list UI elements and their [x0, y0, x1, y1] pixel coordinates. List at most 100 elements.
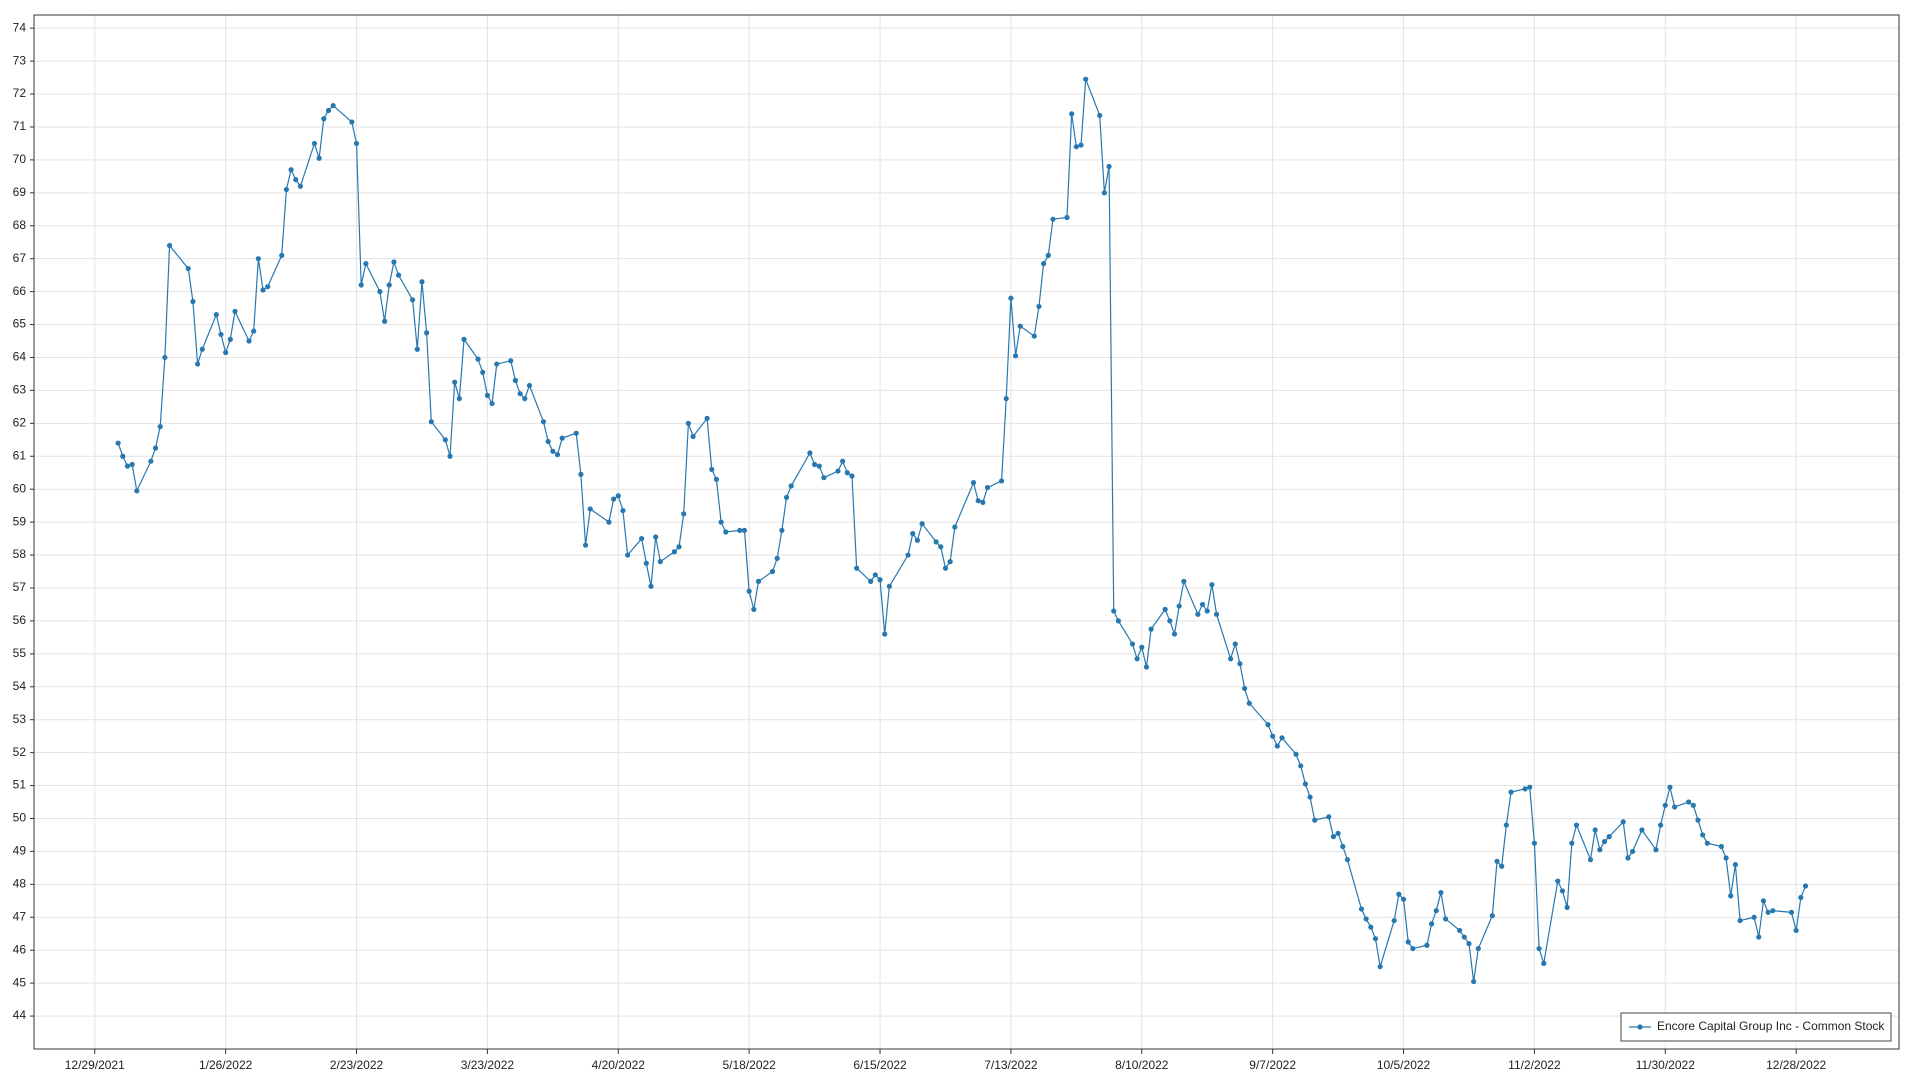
- data-point: [480, 369, 486, 375]
- data-point: [681, 511, 687, 517]
- data-point: [1045, 252, 1051, 258]
- data-point: [1073, 144, 1079, 150]
- data-point: [1597, 847, 1603, 853]
- data-point: [713, 476, 720, 482]
- data-point: [1293, 751, 1299, 757]
- data-point: [1587, 857, 1594, 863]
- data-point: [1031, 333, 1037, 339]
- data-point: [1564, 904, 1570, 911]
- y-tick-label: 45: [13, 975, 27, 989]
- data-point: [587, 506, 593, 512]
- data-point: [1162, 606, 1168, 612]
- data-point: [1064, 214, 1070, 221]
- y-tick-label: 50: [13, 811, 27, 825]
- data-point: [1265, 722, 1271, 728]
- y-tick-label: 70: [13, 152, 27, 166]
- data-point: [1199, 601, 1206, 608]
- data-point: [877, 577, 883, 583]
- data-point: [1181, 578, 1187, 584]
- data-point: [671, 549, 677, 555]
- x-tick-label: 4/20/2022: [592, 1058, 646, 1072]
- data-point: [1662, 802, 1668, 808]
- x-tick-label: 11/30/2022: [1636, 1058, 1695, 1072]
- data-point: [1279, 735, 1285, 741]
- data-point: [1620, 819, 1626, 825]
- data-point: [227, 336, 233, 342]
- data-point: [704, 415, 710, 421]
- data-point: [751, 606, 757, 612]
- data-point: [690, 433, 696, 440]
- data-point: [970, 480, 977, 486]
- data-point: [321, 116, 327, 122]
- data-point: [816, 463, 822, 469]
- y-tick-label: 58: [13, 547, 27, 561]
- data-point: [386, 282, 392, 288]
- y-tick-label: 59: [13, 514, 27, 528]
- data-point: [811, 461, 818, 468]
- data-point: [1069, 111, 1075, 117]
- data-point: [788, 483, 794, 489]
- data-point: [517, 391, 523, 397]
- data-point: [199, 346, 205, 352]
- data-point: [886, 583, 892, 589]
- data-point: [554, 452, 561, 458]
- data-point: [414, 346, 420, 352]
- y-tick-label: 46: [13, 942, 27, 956]
- data-point: [283, 186, 290, 193]
- y-tick-label: 49: [13, 844, 27, 858]
- y-tick-label: 51: [13, 778, 27, 792]
- data-point: [653, 534, 659, 540]
- data-point: [1760, 898, 1767, 904]
- data-point: [1377, 964, 1383, 970]
- data-point: [1555, 878, 1561, 884]
- data-point: [1471, 978, 1477, 985]
- data-point: [1573, 822, 1580, 828]
- data-point: [1391, 917, 1397, 924]
- data-point: [1695, 817, 1701, 823]
- data-point: [1723, 855, 1729, 861]
- data-point: [709, 466, 715, 473]
- data-point: [246, 338, 252, 344]
- data-point: [1718, 843, 1724, 850]
- data-point: [1036, 303, 1042, 310]
- data-point: [1667, 784, 1673, 790]
- data-point: [676, 544, 682, 550]
- data-point: [213, 312, 219, 318]
- data-point: [1569, 840, 1575, 846]
- data-point: [1527, 784, 1533, 790]
- data-point: [1330, 834, 1337, 840]
- data-point: [1802, 883, 1809, 889]
- data-point: [872, 572, 878, 578]
- data-point: [129, 461, 135, 468]
- data-point: [391, 259, 397, 265]
- data-point: [1106, 163, 1112, 170]
- data-point: [1438, 889, 1444, 896]
- data-point: [218, 331, 224, 338]
- y-tick-label: 52: [13, 745, 27, 759]
- y-tick-label: 65: [13, 317, 27, 331]
- y-tick-label: 66: [13, 284, 27, 298]
- data-point: [1672, 804, 1678, 810]
- data-point: [120, 453, 126, 459]
- data-point: [998, 478, 1005, 484]
- x-tick-label: 5/18/2022: [722, 1058, 776, 1072]
- data-point: [279, 252, 285, 258]
- data-point: [1625, 855, 1631, 861]
- data-point: [484, 392, 490, 398]
- data-point: [1433, 908, 1439, 914]
- data-point: [1503, 822, 1509, 828]
- data-point: [1770, 908, 1776, 914]
- plot-frame: [33, 14, 1900, 1050]
- data-point: [194, 361, 201, 367]
- data-point: [1209, 582, 1215, 588]
- data-point: [648, 583, 654, 589]
- data-point: [1003, 396, 1009, 402]
- data-point: [1737, 917, 1743, 924]
- y-tick-label: 44: [13, 1008, 27, 1022]
- data-point: [1242, 685, 1248, 692]
- data-point: [1428, 921, 1435, 927]
- data-point: [381, 318, 388, 324]
- data-point: [1396, 891, 1402, 897]
- data-point: [540, 419, 547, 425]
- data-point: [255, 256, 261, 262]
